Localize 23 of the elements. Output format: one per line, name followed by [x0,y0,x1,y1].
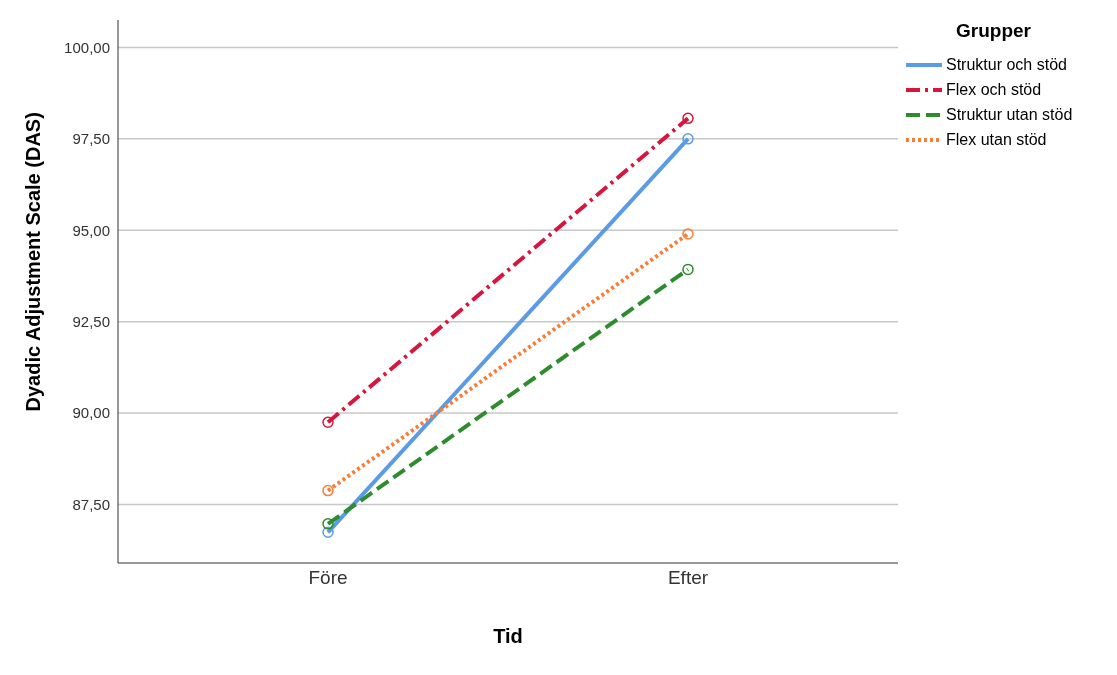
point [322,526,334,539]
y-tick-label: 92,50 [72,312,110,330]
point [682,263,694,276]
legend-label: Struktur utan stöd [946,105,1073,124]
legend-label: Flex utan stöd [946,130,1047,149]
point [682,133,694,145]
point [682,228,694,240]
point [322,484,334,497]
y-tick-label: 100,00 [64,38,110,56]
point [322,518,334,530]
legend-label: Flex och stöd [946,80,1042,99]
x-tick-label: Efter [667,567,709,589]
legend-title: Grupper [956,20,1032,42]
y-tick-label: 97,50 [72,130,110,148]
point [322,416,334,428]
x-tick-label: Före [308,567,348,589]
point [682,112,694,125]
y-tick-label: 95,00 [72,221,110,239]
y-axis-title: Dyadic Adjustment Scale (DAS) [22,112,45,412]
legend-label: Struktur och stöd [946,55,1067,74]
x-axis-title: Tid [493,625,523,647]
y-tick-label: 90,00 [72,404,110,422]
y-tick-label: 87,50 [72,495,110,513]
